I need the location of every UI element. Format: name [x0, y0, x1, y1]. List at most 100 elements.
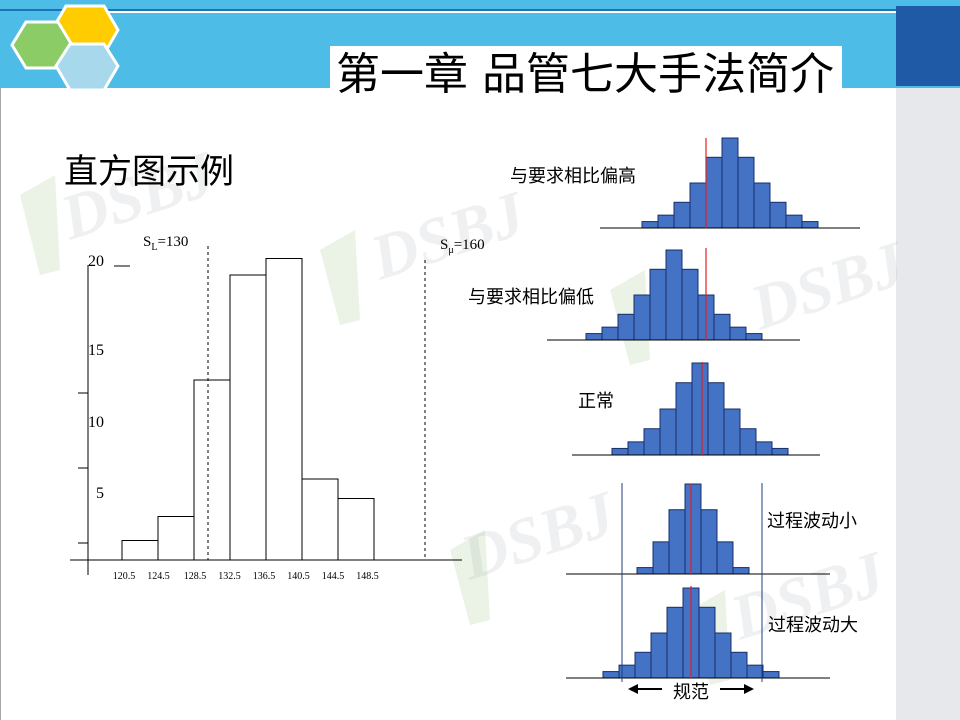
example-label: 过程波动小: [767, 511, 857, 532]
histogram-bar: [157, 516, 195, 561]
arrow-left-icon: [628, 684, 638, 694]
spec-lower-label: SL=130: [143, 234, 188, 253]
example-label: 正常: [578, 391, 614, 412]
example-bar: [673, 201, 691, 229]
example-bar: [721, 137, 739, 229]
example-bar: [649, 268, 667, 341]
example-bar: [698, 606, 716, 679]
example-bar: [641, 221, 659, 229]
example-bar: [636, 567, 654, 575]
x-tick-label: 148.5: [356, 571, 379, 582]
example-bar: [617, 313, 635, 341]
histogram-bar: [193, 379, 231, 561]
example-bar: [745, 333, 763, 341]
example-bar: [713, 313, 731, 341]
example-bar: [627, 441, 645, 456]
x-tick-label: 132.5: [218, 571, 241, 582]
example-bar: [739, 428, 757, 456]
corner-block: [896, 6, 960, 86]
spec-upper-s: S: [440, 237, 448, 253]
example-bar: [737, 156, 755, 229]
arrow-right-icon: [744, 684, 754, 694]
y-tick-label: 20: [88, 253, 104, 270]
x-tick-label: 120.5: [113, 571, 136, 582]
example-bar: [684, 483, 702, 575]
example-bar: [723, 408, 741, 456]
hex-lightblue-shape: [54, 42, 120, 92]
example-bar: [666, 606, 684, 679]
example-low: 与要求相比偏低: [468, 248, 800, 341]
example-bar: [668, 509, 686, 575]
watermark-leaf: [20, 175, 60, 275]
hexagon-logo: [10, 4, 120, 92]
y-tick-label: 10: [88, 414, 104, 431]
example-bar: [665, 249, 683, 341]
example-bar: [716, 541, 734, 575]
example-bar: [611, 447, 629, 456]
example-bar: [746, 664, 764, 679]
histogram-bar: [265, 258, 303, 561]
spec-label: 规范: [673, 682, 709, 703]
example-bar: [730, 651, 748, 679]
example-bar: [714, 632, 732, 679]
example-bar: [633, 294, 651, 341]
example-bar: [634, 651, 652, 679]
spec-lower-value: =130: [157, 234, 188, 250]
example-bar: [681, 268, 699, 341]
example-bar: [801, 221, 819, 229]
example-bar: [602, 671, 620, 679]
left-border: [0, 88, 1, 720]
x-tick-label: 144.5: [322, 571, 345, 582]
example-bar: [707, 382, 725, 456]
header-rule-white: [95, 11, 960, 13]
watermark-leaf: [320, 230, 360, 325]
example-label: 与要求相比偏低: [468, 287, 594, 308]
example-bar: [732, 567, 750, 575]
x-tick-label: 136.5: [253, 571, 276, 582]
example-bar: [601, 326, 619, 341]
example-label: 与要求相比偏高: [510, 166, 636, 187]
example-large: 过程波动大: [566, 586, 858, 679]
right-side-strip: [896, 88, 960, 720]
example-bar: [785, 214, 803, 229]
example-bar: [675, 382, 693, 456]
slide-subtitle: 直方图示例: [64, 152, 234, 192]
spec-upper-value: =160: [454, 237, 485, 253]
example-bar: [650, 632, 668, 679]
y-tick-label: 5: [96, 485, 104, 502]
example-bar: [643, 428, 661, 456]
example-bar: [762, 671, 780, 679]
slide-title: 第一章 品管七大手法简介: [330, 46, 842, 104]
example-bar: [755, 441, 773, 456]
spec-upper-sub: μ: [448, 245, 453, 256]
y-tick-label: 15: [88, 342, 104, 359]
example-bar: [769, 201, 787, 229]
spec-lower-s: S: [143, 234, 151, 250]
example-bar: [700, 509, 718, 575]
example-bar: [771, 447, 789, 456]
example-bar: [705, 156, 723, 229]
x-tick-label: 140.5: [287, 571, 310, 582]
histogram-bar: [229, 274, 267, 561]
example-high: 与要求相比偏高: [510, 137, 860, 229]
spec-lower-sub: L: [151, 242, 157, 253]
example-bar: [753, 182, 771, 229]
example-label: 过程波动大: [768, 615, 858, 636]
example-bar: [729, 326, 747, 341]
example-normal: 正常: [572, 362, 820, 456]
example-small: 过程波动小: [566, 483, 857, 575]
x-tick-label: 124.5: [147, 571, 170, 582]
histogram-bar: [337, 498, 375, 561]
example-bar: [691, 362, 709, 456]
example-bar: [618, 664, 636, 679]
x-tick-label: 128.5: [184, 571, 207, 582]
watermark-leaf: [450, 530, 490, 625]
example-bar: [585, 333, 603, 341]
example-bar: [652, 541, 670, 575]
header-rule: [0, 9, 960, 11]
example-bar: [657, 214, 675, 229]
spec-upper-label: Sμ=160: [440, 237, 485, 256]
example-bar: [659, 408, 677, 456]
